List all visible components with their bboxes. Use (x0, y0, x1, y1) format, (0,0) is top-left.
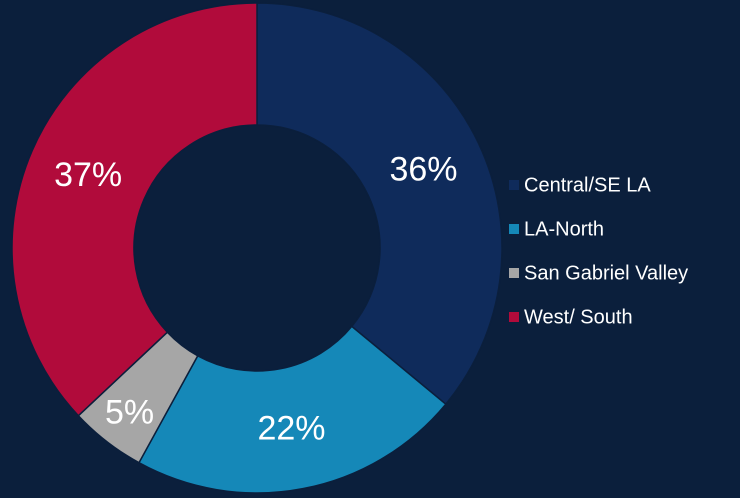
legend-swatch (509, 312, 519, 322)
data-label: 36% (389, 151, 457, 189)
data-label: 22% (257, 410, 325, 448)
donut-slice (256, 2, 503, 406)
legend-label: Central/SE LA (524, 174, 651, 196)
data-label: 5% (105, 393, 154, 431)
donut-slice (137, 325, 447, 494)
donut-slice (11, 2, 258, 417)
legend-label: San Gabriel Valley (524, 262, 688, 284)
legend-swatch (509, 268, 519, 278)
legend-label: West/ South (524, 306, 633, 328)
legend-swatch (509, 180, 519, 190)
legend-label: LA-North (524, 218, 604, 240)
legend-swatch (509, 224, 519, 234)
data-label: 37% (54, 156, 122, 194)
